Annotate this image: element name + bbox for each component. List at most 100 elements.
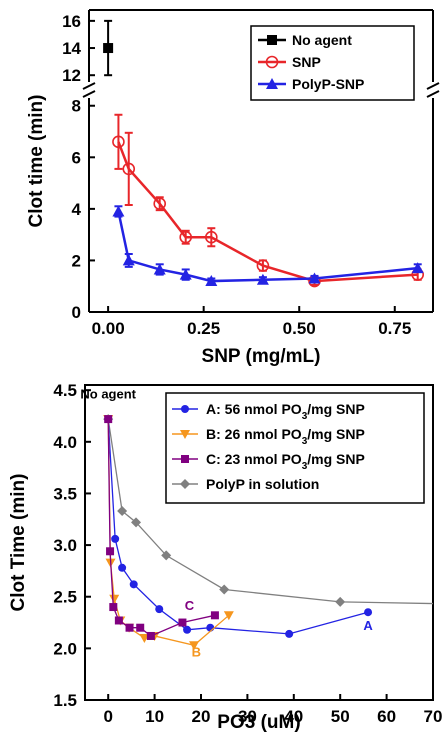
- data-point: [155, 605, 164, 614]
- y-tick-label: 3.0: [53, 536, 77, 555]
- data-point: [118, 563, 127, 572]
- data-point: [106, 547, 115, 556]
- data-point: [183, 625, 192, 634]
- axis-break-mark: [426, 90, 440, 98]
- data-point: [112, 135, 125, 149]
- data-point: [129, 580, 138, 589]
- axis-break-mark: [426, 82, 440, 90]
- legend-label-main: B: 26 nmol PO: [206, 426, 302, 442]
- data-point: [219, 584, 230, 595]
- x-tick-label: 0: [103, 707, 112, 726]
- legend-marker: [180, 430, 190, 439]
- data-point: [285, 629, 294, 638]
- x-tick-label: 10: [145, 707, 164, 726]
- data-point: [146, 631, 155, 640]
- x-tick-label: 40: [284, 707, 303, 726]
- legend-label: A: 56 nmol PO3/mg SNP: [206, 401, 365, 422]
- y-tick-label: 14: [62, 39, 81, 58]
- x-tick-label: 0.00: [92, 319, 125, 338]
- legend-label: B: 26 nmol PO3/mg SNP: [206, 426, 365, 447]
- no-agent-annotation: No agent: [80, 386, 136, 401]
- series-tag-b: B: [192, 645, 201, 660]
- data-point: [153, 197, 167, 211]
- x-tick-label: 70: [424, 707, 443, 726]
- data-point: [335, 596, 346, 607]
- y-tick-label: 16: [62, 12, 81, 31]
- y-tick-label: 4: [72, 200, 82, 219]
- data-point: [210, 611, 219, 620]
- legend-label: PolyP in solution: [206, 476, 319, 492]
- x-tick-label: 0.75: [378, 319, 411, 338]
- y-tick-label: 12: [62, 66, 81, 85]
- data-point: [223, 611, 234, 621]
- data-point: [112, 205, 125, 217]
- series-snp: [112, 113, 425, 288]
- data-point: [122, 162, 136, 176]
- legend-label-subscript: 3: [302, 436, 308, 447]
- series-no-agent: [103, 19, 114, 77]
- y-tick-label: 4.5: [53, 381, 77, 400]
- legend-marker: [180, 479, 190, 489]
- data-point: [364, 608, 373, 617]
- legend-label-subscript: 3: [302, 461, 308, 472]
- legend-label-tail: /mg SNP: [307, 451, 365, 467]
- data-point: [122, 254, 135, 266]
- series-tag-c: C: [185, 598, 195, 613]
- plot-frame: [84, 384, 434, 701]
- x-tick-label: 30: [238, 707, 257, 726]
- legend-label: PolyP-SNP: [292, 76, 364, 92]
- legend-label: C: 23 nmol PO3/mg SNP: [206, 451, 365, 472]
- series-polyp-snp: [112, 205, 424, 287]
- legend-label-main: A: 56 nmol PO: [206, 401, 302, 417]
- series-tag-a: A: [363, 618, 373, 633]
- legend-marker: [265, 55, 279, 69]
- data-point: [178, 618, 187, 627]
- data-point: [308, 272, 321, 284]
- y-tick-label: 4.0: [53, 433, 77, 452]
- legend-label-main: C: 23 nmol PO: [206, 451, 302, 467]
- legend-marker: [266, 78, 278, 89]
- y-tick-label: 2.5: [53, 588, 77, 607]
- legend-marker: [181, 455, 189, 463]
- data-point: [189, 641, 200, 651]
- y-tick-label: 0: [72, 303, 81, 322]
- y-tick-label: 2: [72, 251, 81, 270]
- y-axis-title: Clot Time (min): [8, 474, 29, 612]
- data-point: [111, 534, 120, 543]
- chart-bottom: 0 10 20 30 40 50 60 70 1.5 2.0 2.5 3.0 3.5 4.0 4.5 PO3 …: [8, 381, 443, 733]
- y-tick-label: 8: [72, 97, 81, 116]
- x-tick-label: 20: [192, 707, 211, 726]
- data-point: [179, 230, 193, 244]
- legend-label: SNP: [292, 54, 321, 70]
- y-tick-label: 1.5: [53, 691, 77, 710]
- legend-marker: [181, 405, 189, 413]
- legend-box: [165, 392, 425, 504]
- chart-top: 0.00 0.25 0.50 0.75 0 2 4 6 8 12 14 16 SNP (mg/mL) Cl…: [26, 9, 440, 367]
- data-point: [411, 262, 424, 274]
- data-point: [103, 43, 114, 54]
- legend-label-tail: /mg SNP: [307, 401, 365, 417]
- data-point: [205, 275, 218, 287]
- legend-label: No agent: [292, 32, 352, 48]
- y-tick-label: 3.5: [53, 484, 77, 503]
- y-tick-label: 2.0: [53, 639, 77, 658]
- series-line: [117, 141, 418, 283]
- x-axis-title: PO3 (uM): [217, 712, 300, 733]
- legend-label-tail: /mg SNP: [307, 426, 365, 442]
- x-tick-label: 0.25: [187, 319, 220, 338]
- data-point: [161, 550, 172, 561]
- data-point: [109, 594, 120, 604]
- data-point: [153, 263, 166, 275]
- data-point: [131, 517, 142, 528]
- data-point: [256, 259, 270, 272]
- data-point: [256, 273, 269, 285]
- legend-marker: [267, 35, 277, 45]
- x-tick-label: 60: [377, 707, 396, 726]
- series-c: [104, 415, 219, 640]
- axis-break-mark: [82, 82, 96, 90]
- series-line: [117, 211, 418, 283]
- legend: No agent SNP PolyP-SNP: [250, 25, 415, 101]
- y-axis-title: Clot time (min): [26, 95, 47, 228]
- data-point: [114, 616, 123, 625]
- data-point: [104, 415, 113, 424]
